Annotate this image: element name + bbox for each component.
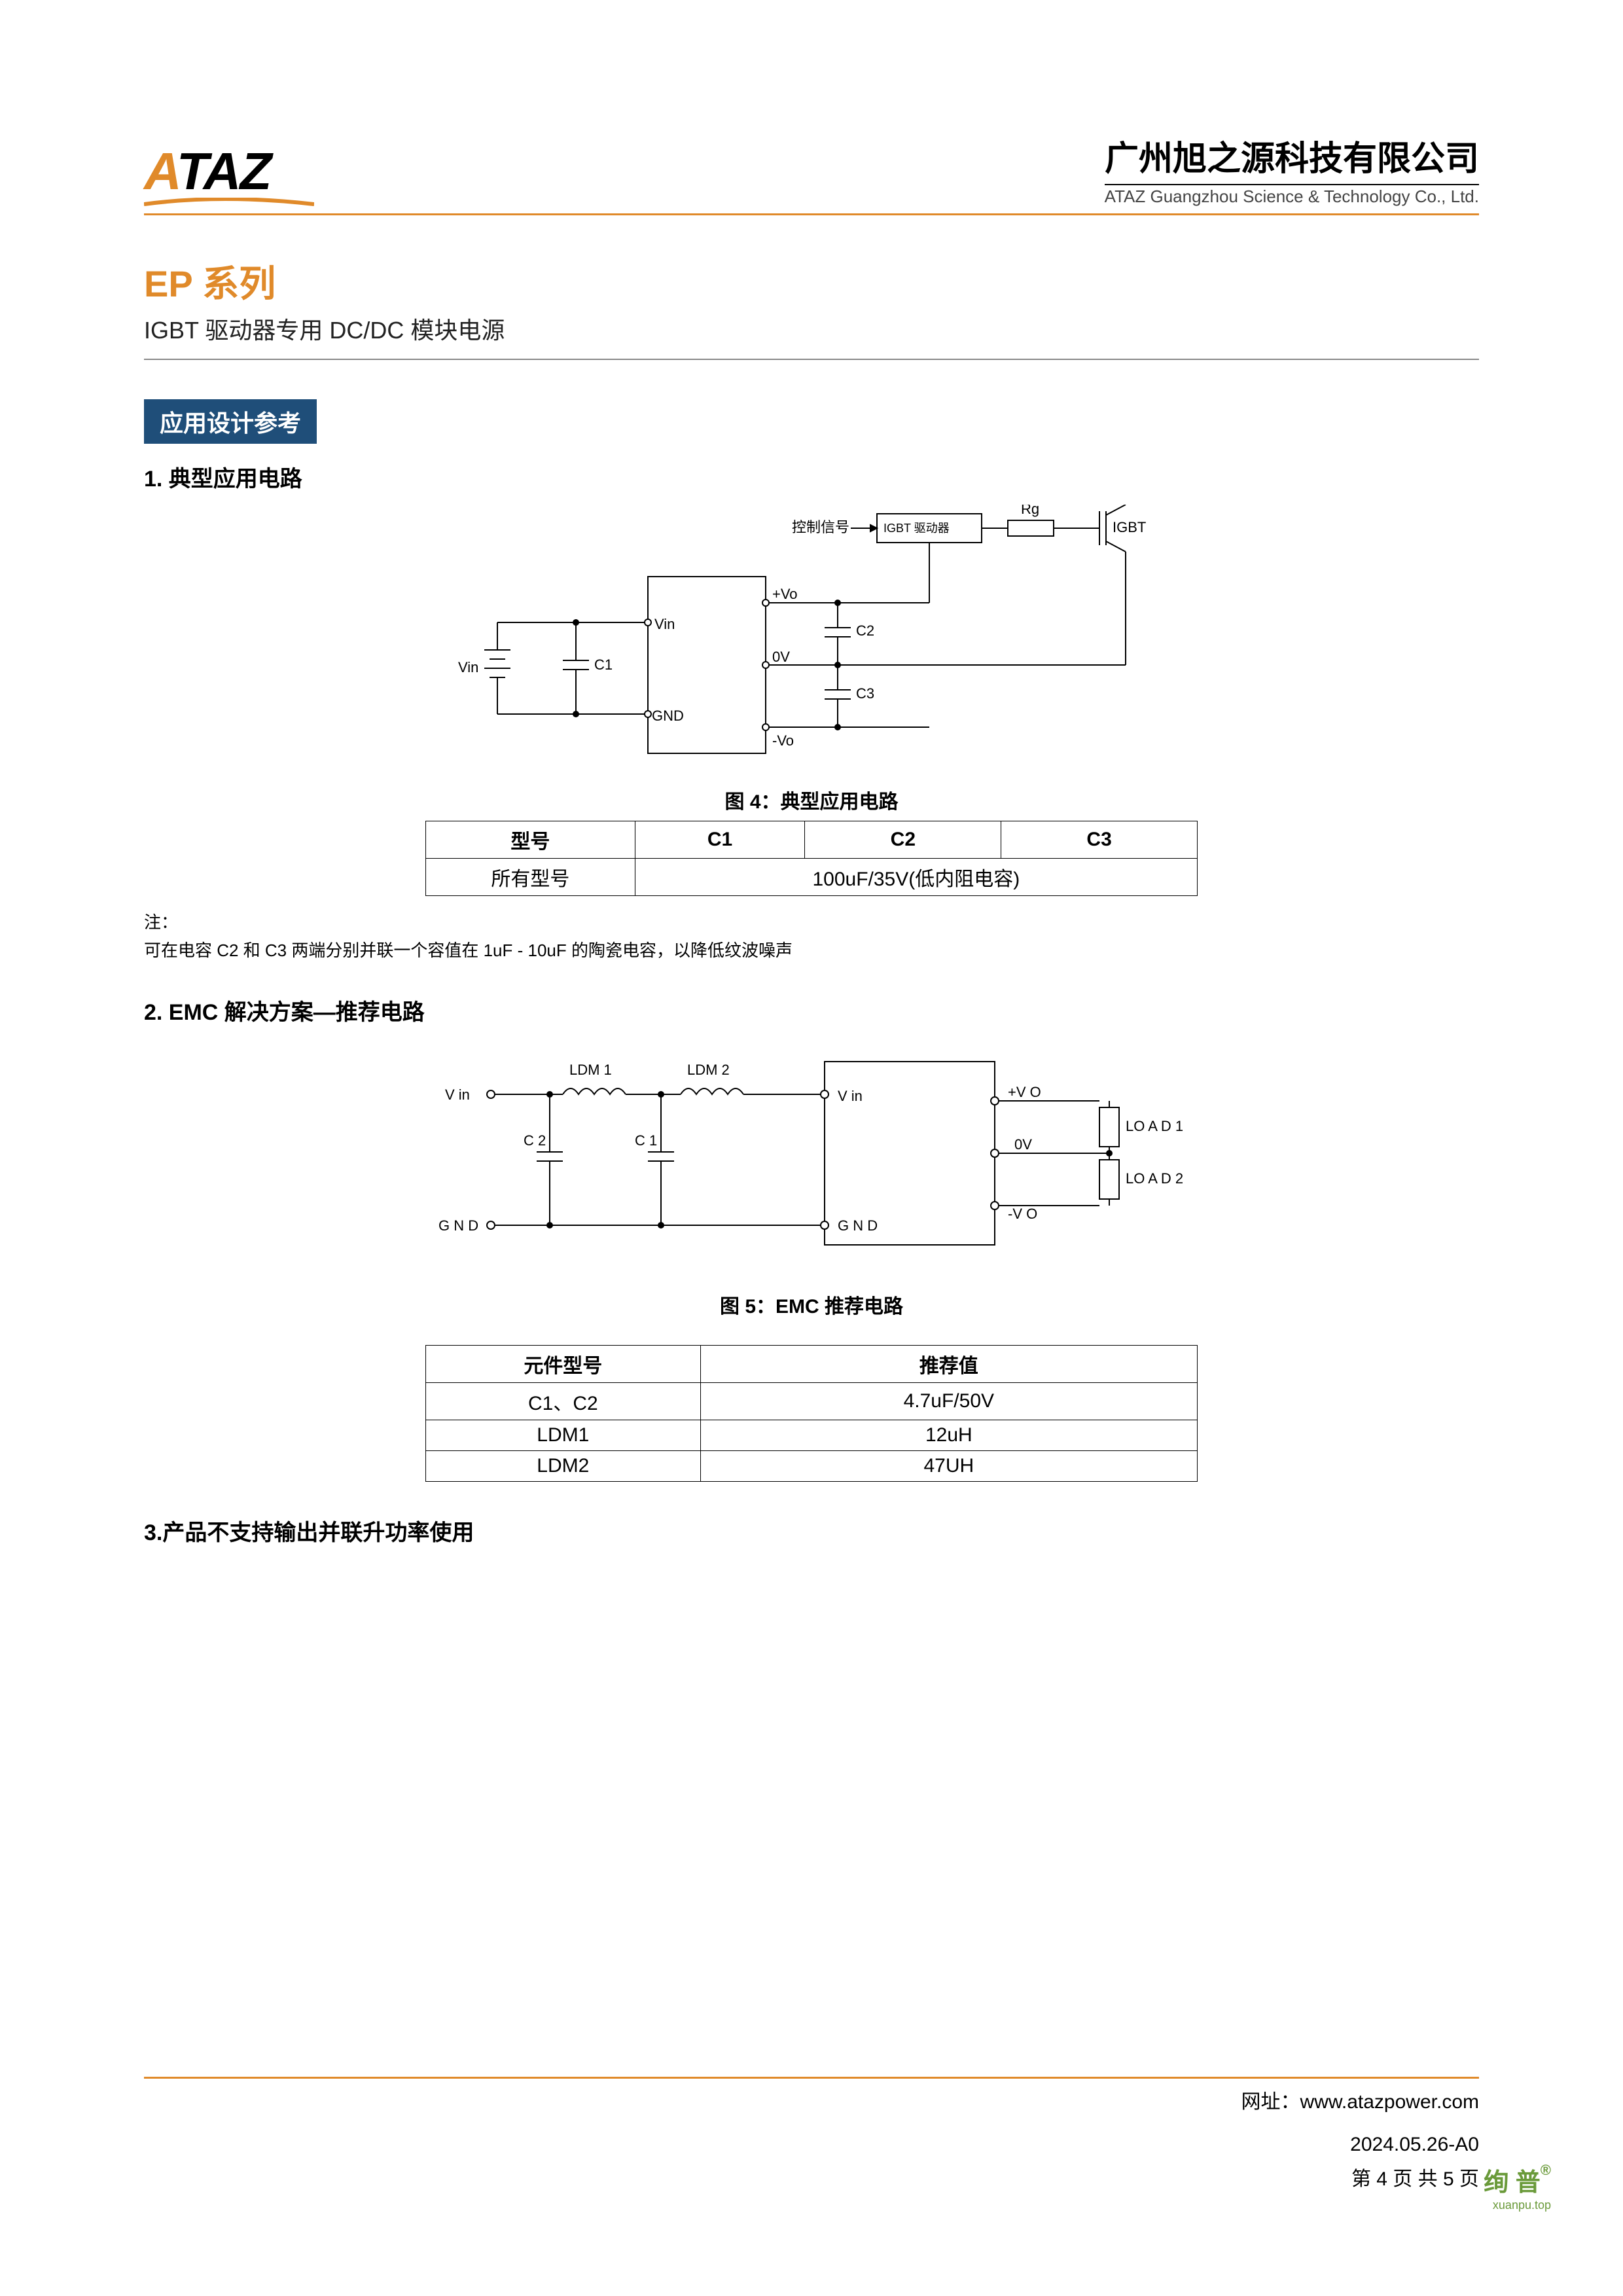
section1-heading: 1. 典型应用电路 (144, 461, 1479, 493)
table2-r0c1: 4.7uF/50V (700, 1383, 1197, 1420)
fig5-gnd-pin-label: G N D (838, 1217, 878, 1234)
fig4-c2-label: C2 (856, 622, 874, 639)
figure5-caption: 图 5：EMC 推荐电路 (144, 1290, 1479, 1319)
note-body: 可在电容 C2 和 C3 两端分别并联一个容值在 1uF - 10uF 的陶瓷电… (144, 937, 1479, 961)
fig5-c1-label: C 1 (635, 1132, 657, 1149)
footer-page: 第 4 页 共 5 页 (144, 2162, 1479, 2191)
footer: 网址：www.atazpower.com 2024.05.26-A0 第 4 页… (144, 2077, 1479, 2191)
company-block: 广州旭之源科技有限公司 ATAZ Guangzhou Science & Tec… (1105, 131, 1479, 207)
divider (144, 359, 1479, 360)
section-tag: 应用设计参考 (144, 399, 317, 444)
logo: ATAZ (144, 141, 314, 207)
figure4-diagram: 控制信号 IGBT 驱动器 Rg IGBT +Vo 0V -Vo C2 C3 V… (144, 505, 1479, 776)
watermark-sub: xuanpu.top (1493, 2198, 1551, 2212)
fig5-c2-label: C 2 (524, 1132, 546, 1149)
footer-divider (144, 2077, 1479, 2079)
table1: 型号 C1 C2 C3 所有型号 100uF/35V(低内阻电容) (425, 821, 1198, 896)
fig5-von-label: -V O (1008, 1206, 1037, 1222)
fig5-ldm1-label: LDM 1 (569, 1062, 612, 1078)
figure4-caption: 图 4：典型应用电路 (144, 785, 1479, 814)
figure5-diagram: V in LDM 1 LDM 2 C 2 C 1 G N D V in G N … (144, 1042, 1479, 1281)
section2-heading: 2. EMC 解决方案—推荐电路 (144, 994, 1479, 1026)
company-name-en: ATAZ Guangzhou Science & Technology Co.,… (1105, 184, 1479, 207)
table1-h2: C2 (805, 821, 1001, 859)
table1-row-value: 100uF/35V(低内阻电容) (635, 859, 1197, 896)
table2-r2c0: LDM2 (426, 1451, 701, 1482)
fig4-igbt-label: IGBT (1113, 519, 1146, 535)
fig5-vin-pin-label: V in (838, 1088, 863, 1104)
page-header: ATAZ 广州旭之源科技有限公司 ATAZ Guangzhou Science … (144, 131, 1479, 215)
table2-r1c1: 12uH (700, 1420, 1197, 1451)
fig5-load2-label: LO A D 2 (1126, 1170, 1183, 1187)
fig4-0v-label: 0V (772, 649, 790, 665)
table2: 元件型号 推荐值 C1、C2 4.7uF/50V LDM1 12uH LDM2 … (425, 1345, 1198, 1482)
watermark-reg: ® (1541, 2162, 1551, 2178)
table2-h0: 元件型号 (426, 1346, 701, 1383)
series-subtitle: IGBT 驱动器专用 DC/DC 模块电源 (144, 312, 1479, 346)
fig4-rg-label: Rg (1021, 505, 1039, 517)
table2-r0c0: C1、C2 (426, 1383, 701, 1420)
fig5-vop-label: +V O (1008, 1084, 1041, 1100)
watermark-main: 绚 普 (1484, 2169, 1541, 2197)
fig5-gnd-label: G N D (438, 1217, 478, 1234)
table1-h3: C3 (1001, 821, 1198, 859)
company-name-cn: 广州旭之源科技有限公司 (1105, 131, 1479, 180)
table2-r1c0: LDM1 (426, 1420, 701, 1451)
logo-rest: TAZ (177, 142, 271, 200)
fig4-vop-label: +Vo (772, 586, 798, 602)
fig5-load1-label: LO A D 1 (1126, 1118, 1183, 1134)
table1-row-label: 所有型号 (426, 859, 635, 896)
logo-accent-letter: A (144, 142, 177, 200)
footer-url-row: 网址：www.atazpower.com (144, 2085, 1479, 2114)
fig4-driver-label: IGBT 驱动器 (883, 522, 950, 535)
note-label: 注： (144, 909, 1479, 933)
table1-h0: 型号 (426, 821, 635, 859)
section3-heading: 3.产品不支持输出并联升功率使用 (144, 1515, 1479, 1547)
fig5-vin-label: V in (445, 1086, 470, 1103)
fig4-von-label: -Vo (772, 732, 794, 749)
footer-url-label: 网址： (1241, 2091, 1300, 2113)
series-title: EP 系列 (144, 255, 1479, 308)
fig4-ctrl-label: 控制信号 (792, 519, 849, 535)
fig4-c3-label: C3 (856, 685, 874, 702)
fig5-ldm2-label: LDM 2 (687, 1062, 730, 1078)
fig4-vin-pin-label: Vin (654, 616, 675, 632)
table1-h1: C1 (635, 821, 805, 859)
fig4-vin-src-label: Vin (458, 659, 478, 675)
table2-r2c1: 47UH (700, 1451, 1197, 1482)
footer-date: 2024.05.26-A0 (144, 2134, 1479, 2156)
fig5-0v-label: 0V (1014, 1136, 1032, 1153)
watermark: 绚 普® (1484, 2162, 1551, 2198)
footer-url: www.atazpower.com (1300, 2091, 1479, 2113)
table2-h1: 推荐值 (700, 1346, 1197, 1383)
fig4-gnd-pin-label: GND (652, 708, 684, 724)
fig4-c1-label: C1 (594, 656, 613, 673)
